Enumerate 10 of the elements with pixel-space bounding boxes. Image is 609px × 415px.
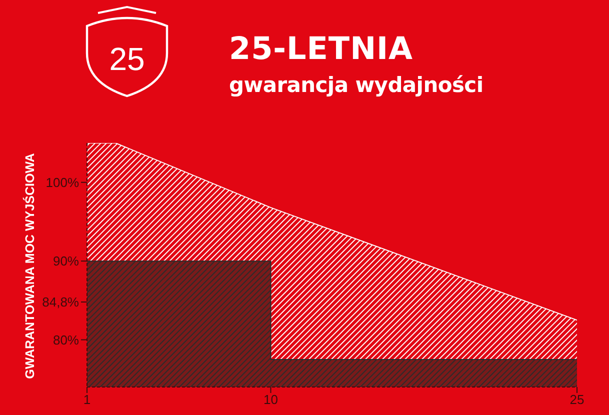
- y-tick-label: 84,8%: [42, 294, 80, 310]
- x-tick-label: 1: [83, 392, 91, 408]
- chart-subtitle: gwarancja wydajności: [229, 72, 484, 98]
- y-tick-label: 100%: [46, 174, 80, 190]
- y-axis-title: GWARANTOWANA MOC WYJŚCIOWA: [23, 153, 37, 379]
- y-tick-label: 90%: [52, 254, 80, 269]
- y-tick-label: 80%: [52, 332, 80, 348]
- x-tick-label: 25: [570, 392, 584, 408]
- x-tick-label: 10: [264, 392, 278, 408]
- chart-title: 25-LETNIA: [229, 31, 414, 67]
